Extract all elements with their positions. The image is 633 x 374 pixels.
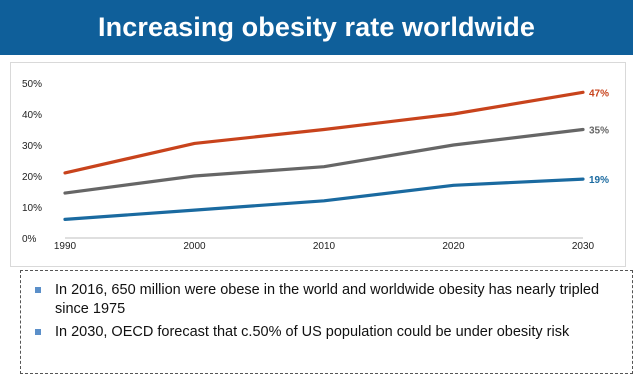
series-line	[63, 127, 585, 195]
x-tick-label: 2020	[442, 241, 465, 252]
series-line	[63, 177, 585, 221]
square-bullet-icon	[35, 329, 41, 335]
notes-box: In 2016, 650 million were obese in the w…	[20, 270, 633, 374]
x-tick-label: 1990	[54, 241, 77, 252]
chart-panel: 0% 10% 20% 30% 40% 50% 1990 2000 2010 2020 2030 47%…	[10, 62, 626, 267]
x-tick-label: 2000	[183, 241, 206, 252]
note-text: In 2030, OECD forecast that c.50% of US …	[55, 324, 570, 340]
data-label: 19%	[589, 175, 609, 186]
series-line	[63, 90, 585, 175]
note-item: In 2030, OECD forecast that c.50% of US …	[35, 323, 612, 342]
square-bullet-icon	[35, 287, 41, 293]
y-tick-label: 10%	[22, 203, 42, 214]
y-tick-label: 50%	[22, 79, 42, 90]
data-label: 35%	[589, 126, 609, 137]
note-text: In 2016, 650 million were obese in the w…	[55, 282, 600, 317]
y-tick-label: 0%	[22, 234, 37, 245]
y-tick-label: 30%	[22, 141, 42, 152]
y-tick-label: 40%	[22, 110, 42, 121]
page-title: Increasing obesity rate worldwide	[0, 0, 633, 55]
x-tick-label: 2030	[572, 241, 595, 252]
line-chart: 0% 10% 20% 30% 40% 50% 1990 2000 2010 2020 2030 47%…	[22, 79, 609, 252]
y-tick-label: 20%	[22, 172, 42, 183]
x-tick-label: 2010	[313, 241, 336, 252]
data-label: 47%	[589, 88, 609, 99]
note-item: In 2016, 650 million were obese in the w…	[35, 281, 612, 319]
